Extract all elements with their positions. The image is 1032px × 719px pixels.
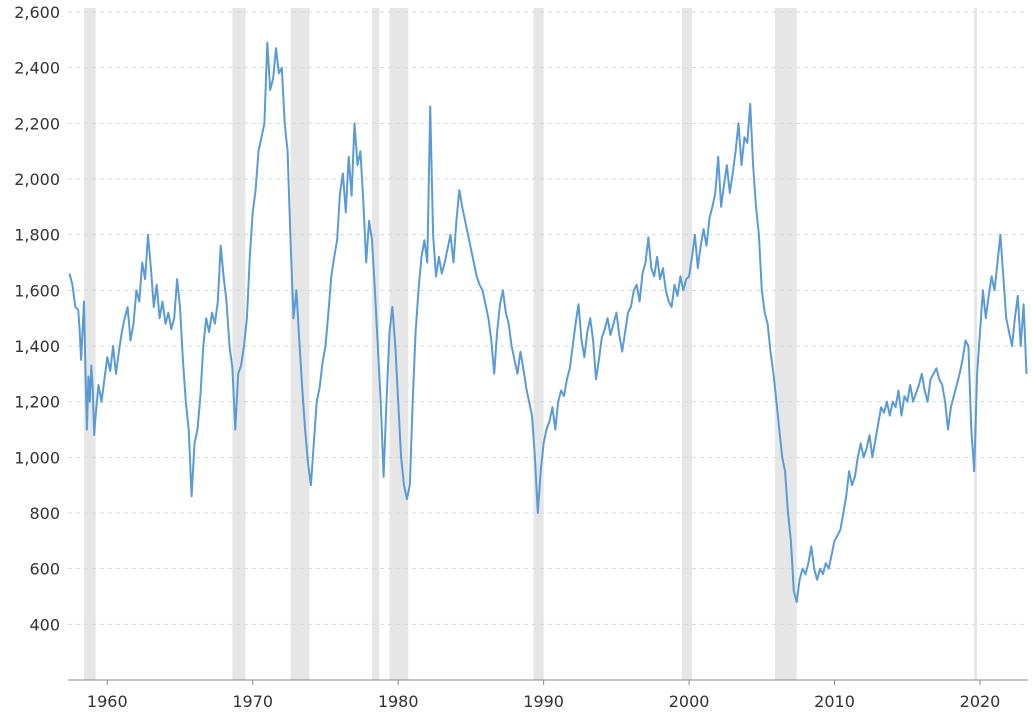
x-tick-label: 1970 xyxy=(232,692,273,711)
y-tick-label: 1,200 xyxy=(14,393,60,412)
y-axis-labels: 400 600 800 1,000 1,200 1,400 1,600 1,800 2,000 2… xyxy=(14,3,60,634)
y-tick-label: 600 xyxy=(29,560,60,579)
x-tick-label: 2020 xyxy=(960,692,1001,711)
x-tick-label: 1980 xyxy=(378,692,419,711)
y-tick-label: 800 xyxy=(29,504,60,523)
y-tick-label: 2,600 xyxy=(14,3,60,22)
x-axis-labels: 1960 1970 1980 1990 2000 2010 2020 xyxy=(87,692,1000,711)
recession-bands xyxy=(84,8,978,680)
x-tick-label: 2000 xyxy=(669,692,710,711)
y-tick-label: 1,000 xyxy=(14,448,60,467)
x-axis xyxy=(68,679,1028,685)
recession-band xyxy=(774,8,797,680)
recession-band xyxy=(533,8,544,680)
recession-band xyxy=(232,8,246,680)
gridlines xyxy=(68,11,1028,625)
y-tick-label: 2,000 xyxy=(14,170,60,189)
series-layer xyxy=(68,41,1028,604)
y-tick-label: 1,400 xyxy=(14,337,60,356)
y-tick-label: 1,800 xyxy=(14,226,60,245)
series-line xyxy=(68,41,1028,604)
y-tick-label: 2,200 xyxy=(14,114,60,133)
recession-band xyxy=(681,8,692,680)
recession-band xyxy=(389,8,409,680)
x-tick-label: 2010 xyxy=(814,692,855,711)
recession-band xyxy=(974,8,978,680)
y-tick-label: 400 xyxy=(29,615,60,634)
x-tick-label: 1960 xyxy=(87,692,128,711)
y-tick-label: 1,600 xyxy=(14,281,60,300)
recession-band xyxy=(372,8,380,680)
x-tick-label: 1990 xyxy=(523,692,564,711)
y-tick-label: 2,400 xyxy=(14,59,60,78)
recession-band xyxy=(84,8,96,680)
